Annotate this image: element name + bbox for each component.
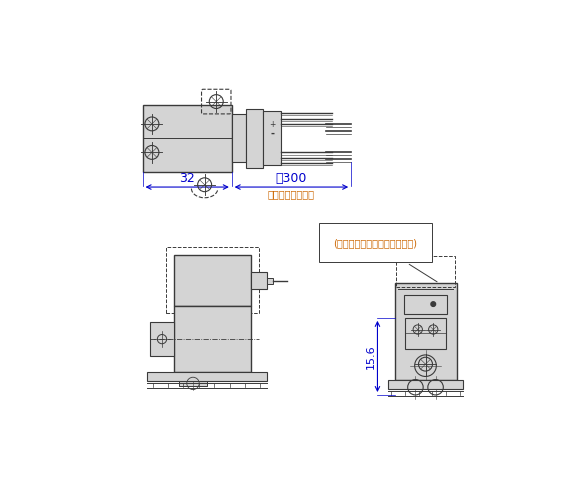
Bar [150, 322, 174, 356]
Circle shape [431, 302, 436, 306]
Bar [166, 247, 259, 312]
Bar [405, 318, 445, 349]
Bar [174, 255, 251, 306]
Bar [245, 108, 263, 168]
Text: +: + [269, 120, 275, 129]
Text: （リード線長さ）: （リード線長さ） [268, 190, 315, 200]
Bar [395, 284, 456, 380]
Bar [388, 380, 463, 389]
Bar [146, 372, 266, 381]
Bar [404, 295, 447, 314]
Bar [174, 306, 251, 372]
Text: (ランプ・サージ電圧保護回路): (ランプ・サージ電圧保護回路) [333, 238, 437, 282]
Bar [396, 256, 455, 287]
Bar [232, 114, 245, 162]
Bar [263, 111, 282, 166]
Bar [143, 104, 232, 172]
Text: -: - [270, 129, 274, 139]
Text: 約300: 約300 [276, 172, 307, 184]
Bar [179, 372, 207, 386]
Text: 15.6: 15.6 [366, 344, 376, 369]
Bar [251, 272, 266, 289]
Bar [266, 278, 273, 283]
Text: 32: 32 [180, 172, 195, 184]
